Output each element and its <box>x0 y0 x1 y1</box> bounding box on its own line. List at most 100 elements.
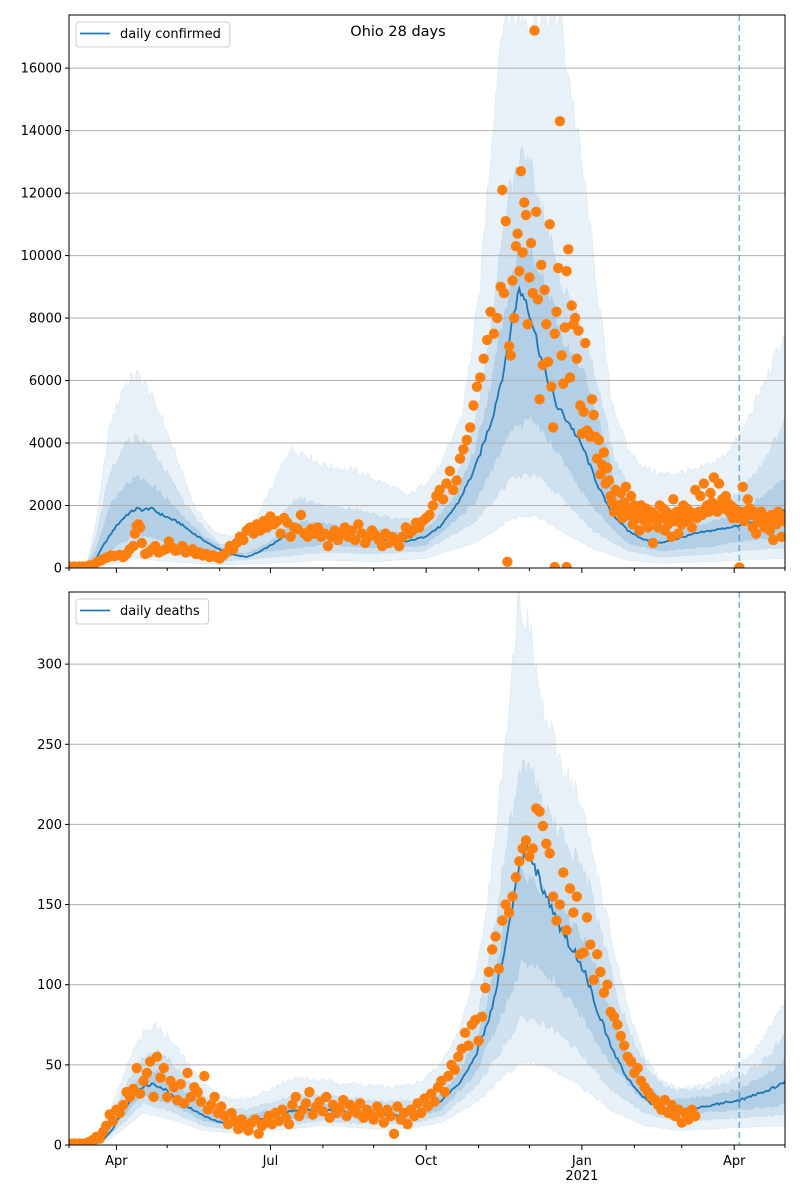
y-tick-label: 12000 <box>21 187 62 202</box>
observed-point <box>155 1072 166 1083</box>
observed-point <box>585 939 596 950</box>
observed-point <box>554 899 566 910</box>
observed-point <box>483 966 494 978</box>
observed-point <box>542 356 554 367</box>
y-tick-label: 250 <box>37 738 62 753</box>
observed-point <box>449 1064 461 1075</box>
observed-point <box>571 891 582 902</box>
observed-point <box>498 287 510 299</box>
observed-point <box>580 337 591 349</box>
observed-point <box>465 422 476 433</box>
confirmed-observed-points <box>69 25 785 568</box>
observed-point <box>510 241 522 252</box>
observed-point <box>402 1119 413 1130</box>
observed-point <box>353 519 364 530</box>
observed-point <box>739 515 750 527</box>
observed-point <box>354 1098 366 1109</box>
confirmed-axes-frame <box>68 14 786 569</box>
observed-point <box>588 974 599 986</box>
deaths-axes-frame <box>68 591 786 1146</box>
observed-point <box>612 1019 623 1030</box>
observed-point <box>520 209 532 221</box>
x-tick-label: Oct <box>415 1154 437 1169</box>
observed-point <box>131 1062 142 1074</box>
observed-point <box>485 306 496 317</box>
observed-point <box>392 1101 403 1112</box>
observed-point <box>561 925 572 936</box>
observed-point <box>250 1114 261 1125</box>
legend-box <box>75 598 210 625</box>
observed-point <box>285 531 296 542</box>
observed-point <box>114 1107 126 1119</box>
observed-point <box>238 534 249 546</box>
observed-point <box>459 1027 471 1039</box>
observed-point <box>426 1088 437 1099</box>
observed-point <box>520 835 532 846</box>
observed-point <box>307 1109 318 1120</box>
observed-point <box>388 1128 400 1140</box>
observed-point <box>493 963 505 974</box>
observed-point <box>451 475 462 486</box>
observed-point <box>321 1091 332 1103</box>
observed-point <box>497 184 508 196</box>
observed-point <box>253 1128 264 1140</box>
observed-point <box>192 1086 203 1098</box>
observed-point <box>531 206 542 217</box>
observed-point <box>481 334 493 346</box>
observed-point <box>686 522 698 533</box>
y-tick-label: 14000 <box>21 124 62 139</box>
observed-point <box>578 947 589 958</box>
observed-point <box>705 487 716 499</box>
observed-point <box>415 1107 427 1119</box>
observed-point <box>476 1011 488 1022</box>
y-tick-label: 0 <box>54 1139 62 1154</box>
y-tick-label: 6000 <box>29 374 62 389</box>
observed-point <box>598 447 610 458</box>
observed-point <box>595 469 606 480</box>
observed-point <box>547 422 559 433</box>
observed-point <box>534 394 545 405</box>
observed-point <box>287 1099 298 1111</box>
observed-point <box>517 843 528 854</box>
observed-point <box>437 494 449 505</box>
observed-point <box>475 372 486 383</box>
observed-point <box>556 350 567 361</box>
observed-point <box>439 1086 450 1098</box>
observed-point <box>586 394 598 405</box>
observed-point <box>368 1114 379 1125</box>
observed-point <box>378 1117 389 1128</box>
observed-point <box>500 216 511 227</box>
observed-point <box>549 561 560 568</box>
observed-point <box>141 1067 153 1079</box>
confirmed-median-line <box>69 285 785 568</box>
observed-point <box>514 856 525 867</box>
observed-point <box>578 406 589 417</box>
observed-point <box>453 1051 464 1063</box>
observed-point <box>304 1086 315 1098</box>
observed-point <box>524 272 535 283</box>
observed-point <box>549 328 560 339</box>
observed-point <box>295 509 307 521</box>
observed-point <box>199 1070 210 1082</box>
observed-point <box>544 219 555 230</box>
observed-point <box>487 944 498 955</box>
observed-point <box>512 228 523 239</box>
observed-point <box>300 1098 312 1109</box>
median-line-series <box>69 285 785 568</box>
observed-point <box>703 506 714 517</box>
confirmed-gridlines <box>69 67 785 507</box>
observed-point <box>463 1040 474 1051</box>
observed-point <box>690 1110 701 1122</box>
observed-point <box>488 328 500 339</box>
observed-point <box>713 478 725 489</box>
observed-point <box>206 1099 217 1111</box>
y-tick-label: 8000 <box>29 312 62 327</box>
observed-point <box>134 1088 146 1099</box>
observed-point <box>443 1070 454 1082</box>
observed-point <box>581 912 593 923</box>
observed-point <box>158 1062 169 1074</box>
observed-point <box>595 966 606 978</box>
observed-point <box>588 409 599 421</box>
